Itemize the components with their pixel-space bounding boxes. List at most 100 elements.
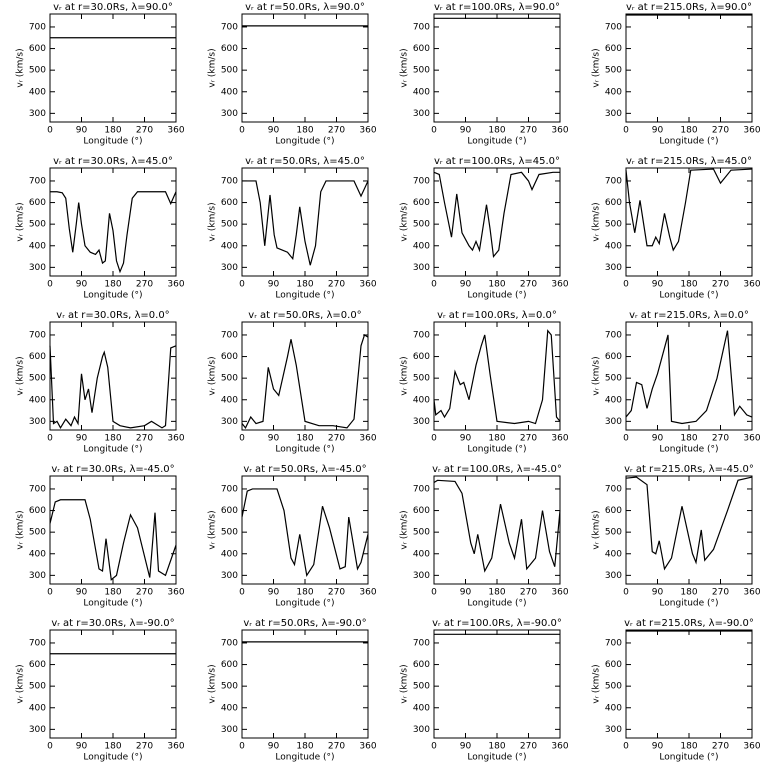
data-line xyxy=(242,180,369,266)
chart-title: vᵣ at r=30.0Rs, λ=45.0° xyxy=(53,156,173,167)
x-axis-label: Longitude (°) xyxy=(467,599,526,609)
plot-frame xyxy=(433,13,561,123)
chart-title: vᵣ at r=215.0Rs, λ=-45.0° xyxy=(624,464,754,475)
x-tick-label: 90 xyxy=(76,742,88,752)
y-axis-label: vᵣ (km/s) xyxy=(400,202,410,241)
data-line xyxy=(625,168,753,252)
chart-title: vᵣ at r=30.0Rs, λ=-45.0° xyxy=(51,464,174,475)
x-axis-label: Longitude (°) xyxy=(659,599,718,609)
x-tick-label: 180 xyxy=(488,742,505,752)
x-tick-label: 360 xyxy=(167,742,184,752)
x-axis-label: Longitude (°) xyxy=(83,445,142,455)
y-tick-label: 400 xyxy=(221,241,238,251)
plot-frame xyxy=(49,321,177,431)
y-tick-label: 300 xyxy=(413,417,430,427)
y-axis-label: vᵣ (km/s) xyxy=(592,48,602,87)
y-tick-label: 600 xyxy=(605,660,622,670)
y-axis-label: vᵣ (km/s) xyxy=(592,664,602,703)
x-tick-label: 360 xyxy=(743,280,760,290)
y-tick-label: 600 xyxy=(29,44,46,54)
x-tick-label: 90 xyxy=(268,742,280,752)
chart-title: vᵣ at r=50.0Rs, λ=-90.0° xyxy=(243,618,366,629)
y-tick-label: 300 xyxy=(221,417,238,427)
chart-title: vᵣ at r=215.0Rs, λ=90.0° xyxy=(626,2,752,13)
x-tick-label: 90 xyxy=(652,126,664,136)
x-axis-label: Longitude (°) xyxy=(275,753,334,763)
y-tick-label: 700 xyxy=(605,638,622,648)
y-tick-label: 300 xyxy=(29,571,46,581)
x-tick-label: 180 xyxy=(296,588,313,598)
x-tick-label: 0 xyxy=(239,742,245,752)
y-axis-label: vᵣ (km/s) xyxy=(400,510,410,549)
y-tick-label: 500 xyxy=(29,374,46,384)
y-axis-label: vᵣ (km/s) xyxy=(592,202,602,241)
x-tick-label: 360 xyxy=(359,742,376,752)
x-tick-label: 180 xyxy=(680,126,697,136)
plot-frame xyxy=(625,475,753,585)
y-tick-label: 700 xyxy=(413,484,430,494)
x-axis-label: Longitude (°) xyxy=(467,137,526,147)
x-tick-label: 0 xyxy=(623,742,629,752)
x-tick-label: 0 xyxy=(431,280,437,290)
x-tick-label: 0 xyxy=(47,588,53,598)
y-tick-label: 300 xyxy=(605,725,622,735)
y-tick-label: 600 xyxy=(29,506,46,516)
x-tick-label: 90 xyxy=(652,434,664,444)
x-tick-label: 0 xyxy=(47,126,53,136)
x-axis-label: Longitude (°) xyxy=(467,291,526,301)
x-axis-label: Longitude (°) xyxy=(83,137,142,147)
x-tick-label: 360 xyxy=(359,588,376,598)
x-tick-label: 270 xyxy=(328,742,345,752)
x-tick-label: 270 xyxy=(712,126,729,136)
y-tick-label: 600 xyxy=(221,198,238,208)
y-tick-label: 400 xyxy=(605,549,622,559)
x-tick-label: 270 xyxy=(136,742,153,752)
x-tick-label: 270 xyxy=(136,588,153,598)
y-tick-label: 600 xyxy=(221,44,238,54)
y-tick-label: 600 xyxy=(605,352,622,362)
y-axis-label: vᵣ (km/s) xyxy=(592,356,602,395)
x-tick-label: 270 xyxy=(712,588,729,598)
y-tick-label: 300 xyxy=(29,109,46,119)
y-tick-label: 500 xyxy=(605,528,622,538)
y-tick-label: 400 xyxy=(605,87,622,97)
x-tick-label: 360 xyxy=(551,742,568,752)
x-tick-label: 0 xyxy=(47,742,53,752)
y-tick-label: 400 xyxy=(605,703,622,713)
y-tick-label: 700 xyxy=(413,330,430,340)
x-tick-label: 180 xyxy=(680,280,697,290)
x-tick-label: 270 xyxy=(136,280,153,290)
x-tick-label: 270 xyxy=(328,126,345,136)
x-axis-label: Longitude (°) xyxy=(275,445,334,455)
x-tick-label: 90 xyxy=(268,434,280,444)
x-tick-label: 180 xyxy=(296,126,313,136)
y-axis-label: vᵣ (km/s) xyxy=(16,48,26,87)
x-tick-label: 0 xyxy=(431,588,437,598)
y-tick-label: 500 xyxy=(221,66,238,76)
y-axis-label: vᵣ (km/s) xyxy=(400,664,410,703)
x-tick-label: 0 xyxy=(239,588,245,598)
x-tick-label: 0 xyxy=(623,588,629,598)
chart-title: vᵣ at r=215.0Rs, λ=0.0° xyxy=(629,310,749,321)
x-tick-label: 90 xyxy=(652,588,664,598)
x-tick-label: 180 xyxy=(680,588,697,598)
x-axis-label: Longitude (°) xyxy=(659,445,718,455)
y-tick-label: 700 xyxy=(29,638,46,648)
x-tick-label: 270 xyxy=(136,126,153,136)
x-axis-label: Longitude (°) xyxy=(83,599,142,609)
plot-frame xyxy=(49,629,177,739)
y-tick-label: 500 xyxy=(29,528,46,538)
plot-frame xyxy=(433,629,561,739)
y-tick-label: 400 xyxy=(605,395,622,405)
x-tick-label: 0 xyxy=(431,742,437,752)
x-tick-label: 180 xyxy=(296,742,313,752)
x-tick-label: 360 xyxy=(551,434,568,444)
y-tick-label: 300 xyxy=(413,571,430,581)
x-tick-label: 270 xyxy=(520,588,537,598)
x-tick-label: 360 xyxy=(167,280,184,290)
x-tick-label: 90 xyxy=(76,280,88,290)
chart-title: vᵣ at r=50.0Rs, λ=90.0° xyxy=(245,2,365,13)
y-tick-label: 700 xyxy=(221,484,238,494)
x-tick-label: 180 xyxy=(488,588,505,598)
x-tick-label: 270 xyxy=(712,742,729,752)
